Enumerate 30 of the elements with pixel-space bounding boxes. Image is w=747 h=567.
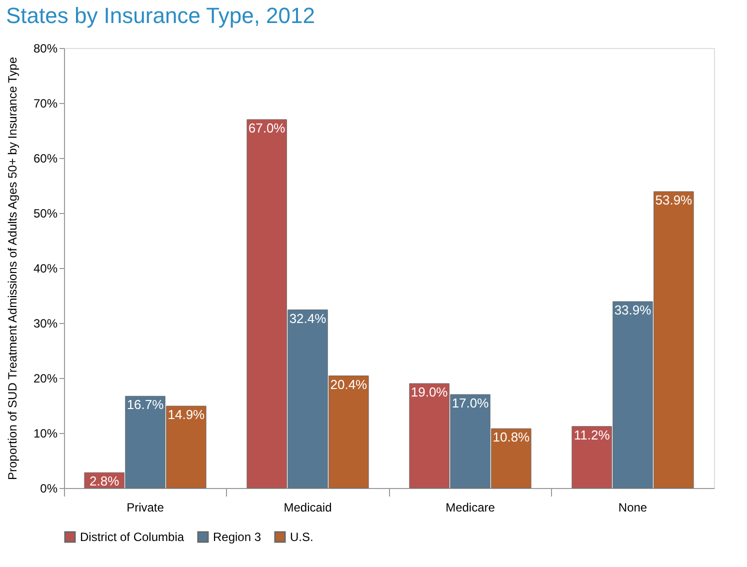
y-tick-label: 70% [33, 96, 58, 110]
data-label: 53.9% [655, 192, 693, 208]
y-axis-title: Proportion of SUD Treatment Admissions of Adults Ages 50+ by Insurance Type [5, 56, 20, 480]
y-tick-label: 30% [33, 316, 58, 330]
data-label: 67.0% [248, 120, 286, 136]
y-tick-label: 10% [33, 426, 58, 440]
x-tick-label: Private [126, 500, 164, 514]
y-tick-label: 40% [33, 262, 58, 276]
x-tick-label: None [618, 500, 648, 514]
x-tick-label: Medicaid [284, 500, 332, 514]
data-label: 33.9% [614, 302, 652, 318]
data-label: 16.7% [126, 397, 164, 412]
legend-label: U.S. [290, 530, 314, 544]
y-tick-label: 20% [33, 372, 58, 386]
legend-label: District of Columbia [80, 530, 184, 544]
data-label: 11.2% [574, 427, 610, 442]
data-label: 20.4% [330, 376, 368, 392]
legend-label: Region 3 [213, 530, 262, 544]
data-label: 19.0% [410, 384, 448, 400]
y-tick-label: 80% [33, 42, 58, 56]
data-label: 10.8% [492, 430, 530, 445]
chart-title: States by Insurance Type, 2012 [6, 3, 316, 28]
y-tick-label: 50% [33, 206, 58, 220]
x-tick-label: Medicare [446, 500, 496, 514]
y-tick-label: 60% [33, 152, 58, 166]
data-label: 32.4% [289, 310, 327, 326]
data-label: 17.0% [452, 396, 490, 410]
data-label: 2.8% [90, 474, 120, 489]
y-tick-label: 0% [40, 482, 58, 496]
data-label: 14.9% [168, 407, 206, 422]
